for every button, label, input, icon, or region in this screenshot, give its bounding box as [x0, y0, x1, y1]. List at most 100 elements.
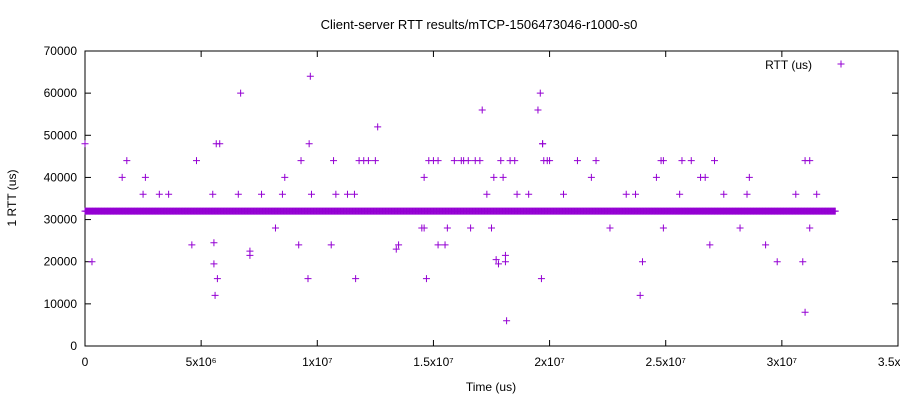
- data-point: [332, 190, 340, 198]
- data-point: [546, 157, 554, 165]
- data-point: [801, 308, 809, 316]
- data-point: [652, 173, 660, 181]
- data-point: [638, 258, 646, 266]
- x-tick-label: 1.5x10⁷: [413, 355, 453, 369]
- data-point: [492, 256, 500, 264]
- data-point: [806, 157, 814, 165]
- data-point: [192, 157, 200, 165]
- data-point: [573, 157, 581, 165]
- data-point: [234, 190, 242, 198]
- y-tick-label: 40000: [44, 170, 78, 184]
- data-point: [806, 224, 814, 232]
- data-point: [371, 157, 379, 165]
- data-point: [211, 291, 219, 299]
- x-axis-title: Time (us): [466, 380, 516, 394]
- data-point: [216, 140, 224, 148]
- data-point: [490, 173, 498, 181]
- data-point: [464, 157, 472, 165]
- data-point: [350, 190, 358, 198]
- data-point: [537, 275, 545, 283]
- data-point: [420, 224, 428, 232]
- data-point: [525, 190, 533, 198]
- data-point: [636, 291, 644, 299]
- data-point: [123, 157, 131, 165]
- data-point: [434, 241, 442, 249]
- data-point: [534, 106, 542, 114]
- data-point: [503, 317, 511, 325]
- x-tick-label: 3.5x10⁷: [878, 355, 900, 369]
- data-point: [501, 251, 509, 259]
- data-point: [88, 258, 96, 266]
- data-point: [392, 245, 400, 253]
- x-tick-label: 1x10⁷: [302, 355, 332, 369]
- data-point: [676, 190, 684, 198]
- data-point: [364, 157, 372, 165]
- data-point: [188, 241, 196, 249]
- y-tick-label: 60000: [44, 86, 78, 100]
- data-point: [799, 258, 807, 266]
- data-point: [165, 190, 173, 198]
- legend-marker-symbol: [837, 60, 845, 68]
- data-point: [622, 190, 630, 198]
- data-point: [513, 190, 521, 198]
- data-point: [632, 190, 640, 198]
- data-point: [213, 275, 221, 283]
- data-point: [488, 224, 495, 232]
- data-point: [501, 258, 509, 266]
- data-point: [659, 224, 667, 232]
- data-point: [736, 224, 744, 232]
- data-point: [483, 190, 491, 198]
- data-point: [467, 224, 475, 232]
- y-tick-label: 20000: [44, 255, 78, 269]
- data-point: [81, 140, 89, 148]
- data-point: [587, 173, 595, 181]
- data-point: [813, 190, 821, 198]
- data-point: [762, 241, 770, 249]
- data-point: [307, 190, 315, 198]
- data-point: [606, 224, 614, 232]
- x-tick-label: 3x10⁷: [767, 355, 797, 369]
- x-tick-label: 2x10⁷: [534, 355, 564, 369]
- y-tick-label: 0: [70, 339, 77, 353]
- data-point: [536, 89, 544, 97]
- data-point: [494, 260, 502, 268]
- data-points: [81, 72, 839, 325]
- data-point: [343, 190, 351, 198]
- x-tick-label: 5x10⁶: [186, 355, 217, 369]
- data-point: [745, 173, 753, 181]
- legend: RTT (us): [765, 58, 845, 72]
- data-point: [706, 241, 714, 249]
- data-point: [592, 157, 600, 165]
- y-tick-label: 50000: [44, 128, 78, 142]
- data-point: [441, 241, 449, 249]
- data-point: [210, 239, 218, 247]
- legend-label: RTT (us): [765, 58, 812, 72]
- data-point: [710, 157, 718, 165]
- data-point: [539, 140, 547, 148]
- data-point: [210, 260, 218, 268]
- data-point: [420, 173, 428, 181]
- baseline-point: [831, 207, 839, 215]
- data-point: [155, 190, 163, 198]
- data-point: [395, 241, 403, 249]
- data-point: [792, 190, 800, 198]
- data-point: [305, 140, 313, 148]
- data-point: [443, 224, 451, 232]
- data-point: [327, 241, 335, 249]
- data-point: [450, 157, 458, 165]
- data-point: [295, 241, 303, 249]
- data-point: [773, 258, 781, 266]
- data-point: [304, 275, 312, 283]
- data-point: [701, 173, 709, 181]
- y-tick-label: 70000: [44, 44, 78, 58]
- data-point: [499, 173, 507, 181]
- data-point: [476, 157, 484, 165]
- data-point: [141, 173, 149, 181]
- y-axis-title: 1 RTT (us): [5, 170, 19, 227]
- data-point: [374, 123, 382, 131]
- data-point: [422, 275, 430, 283]
- y-tick-label: 10000: [44, 297, 78, 311]
- x-tick-label: 2.5x10⁷: [646, 355, 686, 369]
- data-point: [237, 89, 245, 97]
- legend-marker: [837, 60, 845, 68]
